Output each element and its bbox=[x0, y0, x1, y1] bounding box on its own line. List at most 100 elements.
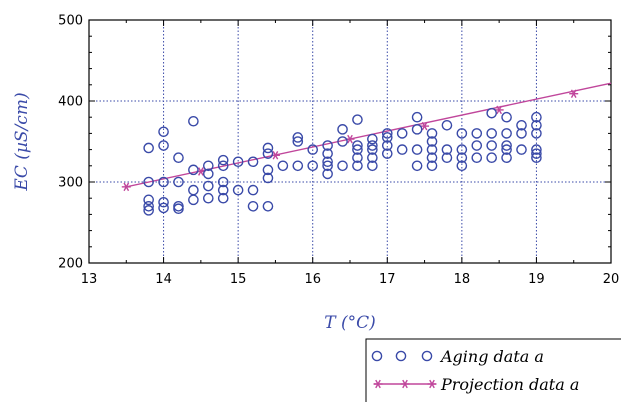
legend-projection-star bbox=[373, 379, 383, 389]
aging-point bbox=[322, 156, 333, 168]
aging-point bbox=[352, 152, 363, 163]
aging-point bbox=[381, 140, 393, 151]
aging-point bbox=[292, 132, 304, 143]
aging-point bbox=[501, 152, 512, 163]
aging-point bbox=[411, 111, 423, 123]
aging-point bbox=[188, 184, 199, 196]
aging-point bbox=[143, 142, 154, 154]
aging-point bbox=[143, 205, 154, 216]
aging-point bbox=[531, 148, 542, 159]
aging-point bbox=[203, 168, 214, 180]
projection-point bbox=[569, 89, 579, 98]
x-tick-label: 14 bbox=[155, 272, 172, 287]
aging-point bbox=[396, 144, 408, 155]
aging-point bbox=[307, 144, 319, 155]
aging-point bbox=[307, 160, 319, 172]
aging-point bbox=[352, 114, 363, 125]
aging-point bbox=[158, 196, 169, 208]
aging-point bbox=[456, 152, 468, 163]
legend-aging-circle bbox=[421, 350, 433, 362]
aging-point bbox=[531, 111, 542, 123]
aging-point bbox=[426, 144, 438, 155]
aging-point bbox=[292, 136, 304, 147]
aging-point bbox=[411, 160, 423, 172]
aging-point bbox=[381, 128, 393, 139]
legend-aging-label: Aging data a bbox=[439, 347, 544, 366]
x-tick-label: 13 bbox=[81, 272, 98, 287]
aging-point bbox=[367, 140, 378, 151]
aging-point bbox=[441, 152, 453, 163]
y-tick-label: 400 bbox=[58, 95, 83, 110]
aging-point bbox=[173, 203, 184, 215]
axis-ticks bbox=[88, 19, 612, 264]
aging-point bbox=[352, 160, 363, 172]
aging-point bbox=[531, 128, 542, 139]
aging-point bbox=[262, 164, 274, 176]
aging-point bbox=[501, 128, 512, 139]
aging-point bbox=[232, 156, 244, 168]
aging-point bbox=[486, 140, 497, 151]
y-tick-label: 200 bbox=[58, 257, 83, 272]
aging-point bbox=[337, 136, 348, 147]
projection-point bbox=[494, 105, 504, 115]
aging-point bbox=[531, 144, 542, 155]
aging-point bbox=[441, 144, 453, 155]
legend-aging-circle bbox=[371, 350, 383, 362]
aging-point bbox=[456, 160, 468, 172]
x-tick-label: 15 bbox=[230, 272, 247, 287]
legend-aging-marker bbox=[371, 350, 433, 362]
grid-lines bbox=[89, 20, 611, 263]
legend-projection-marker bbox=[373, 379, 437, 389]
aging-point bbox=[173, 176, 184, 188]
aging-point bbox=[173, 152, 184, 163]
aging-point bbox=[322, 148, 333, 159]
aging-point bbox=[217, 192, 229, 204]
aging-point bbox=[262, 172, 274, 184]
aging-point bbox=[501, 140, 512, 151]
aging-point bbox=[232, 184, 244, 196]
aging-point bbox=[411, 124, 423, 135]
aging-point bbox=[396, 128, 408, 139]
legend-projection-star bbox=[427, 379, 437, 389]
x-tick-label: 20 bbox=[603, 272, 620, 287]
aging-point bbox=[217, 154, 229, 166]
aging-point bbox=[501, 144, 512, 155]
aging-point bbox=[247, 184, 259, 196]
aging-point bbox=[441, 120, 453, 131]
aging-point bbox=[426, 152, 438, 163]
legend-aging-circle bbox=[395, 350, 407, 362]
x-tick-label: 19 bbox=[528, 272, 545, 287]
projection-point bbox=[420, 121, 430, 131]
aging-point bbox=[337, 124, 348, 135]
aging-point bbox=[158, 140, 169, 151]
aging-point bbox=[426, 160, 438, 172]
aging-point bbox=[203, 180, 214, 192]
aging-point bbox=[471, 128, 483, 139]
aging-point bbox=[188, 164, 199, 176]
aging-point bbox=[352, 140, 363, 151]
aging-point bbox=[367, 152, 378, 163]
aging-point bbox=[262, 142, 274, 154]
aging-point bbox=[262, 200, 274, 212]
aging-series bbox=[143, 107, 542, 216]
aging-point bbox=[322, 140, 333, 151]
aging-point bbox=[426, 136, 438, 147]
projection-point bbox=[121, 182, 131, 192]
aging-point bbox=[143, 200, 154, 212]
aging-point bbox=[352, 144, 363, 155]
aging-point bbox=[531, 152, 542, 163]
aging-point bbox=[247, 156, 259, 168]
x-tick-label: 18 bbox=[454, 272, 471, 287]
aging-point bbox=[426, 128, 438, 139]
aging-point bbox=[486, 107, 497, 119]
aging-point bbox=[367, 133, 378, 145]
aging-point bbox=[158, 202, 169, 214]
aging-point bbox=[531, 120, 542, 131]
aging-point bbox=[158, 176, 169, 188]
y-tick-label: 500 bbox=[58, 14, 83, 29]
aging-point bbox=[203, 192, 214, 204]
x-axis-title: T (°C) bbox=[324, 313, 376, 333]
aging-point bbox=[456, 128, 468, 139]
aging-point bbox=[516, 120, 527, 131]
